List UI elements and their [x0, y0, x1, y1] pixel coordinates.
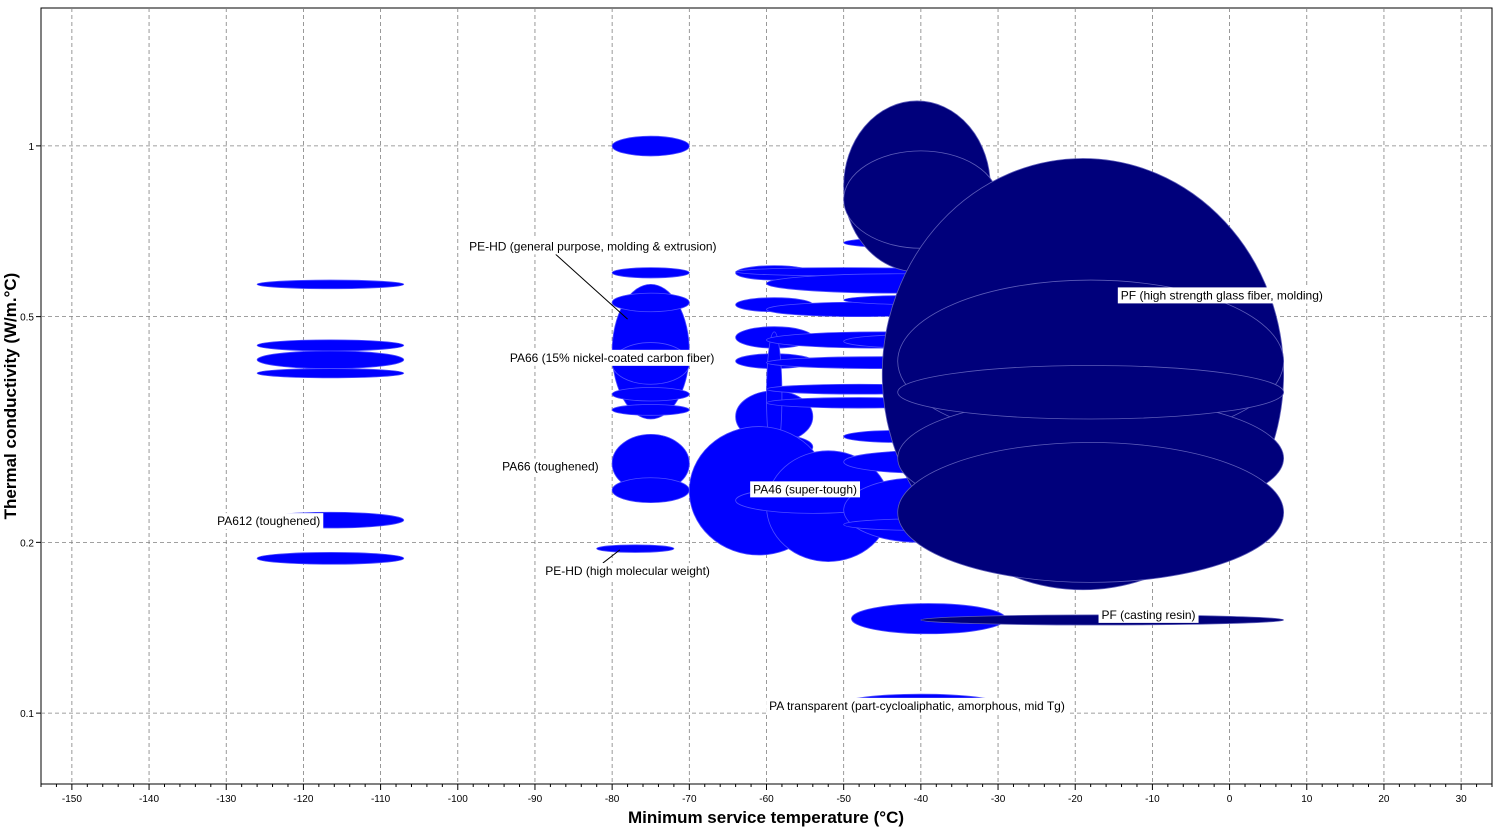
annotation-box — [766, 697, 1068, 714]
x-tick-label: -110 — [371, 794, 391, 805]
material-bubble-9[interactable] — [611, 292, 690, 313]
x-tick-label: -50 — [836, 794, 851, 805]
annotation-0: PE-HD (general purpose, molding & extrus… — [466, 238, 720, 320]
x-tick-label: -20 — [1068, 794, 1083, 805]
annotation-label: PA46 (super-tough) — [753, 482, 857, 496]
x-tick-label: -90 — [528, 794, 543, 805]
annotation-box — [214, 513, 324, 530]
annotation-box — [506, 349, 718, 366]
annotation-3: PA612 (toughened) — [214, 513, 324, 530]
x-tick-label: 20 — [1378, 794, 1390, 805]
annotation-5: PA46 (super-tough) — [750, 481, 861, 498]
annotation-8: PA transparent (part-cycloaliphatic, amo… — [766, 697, 1068, 714]
annotation-label: PE-HD (general purpose, molding & extrus… — [469, 239, 716, 253]
y-tick-label: 0.1 — [20, 709, 34, 720]
y-tick-label: 1 — [28, 142, 34, 153]
annotation-7: PF (casting resin) — [1098, 606, 1199, 623]
x-tick-label: -70 — [682, 794, 697, 805]
annotation-label: PA612 (toughened) — [217, 514, 320, 528]
annotation-leader-line — [602, 549, 621, 564]
x-tick-label: -150 — [62, 794, 82, 805]
material-bubble-7[interactable] — [611, 267, 690, 279]
annotation-box — [1098, 606, 1199, 623]
annotation-label: PA transparent (part-cycloaliphatic, amo… — [769, 699, 1065, 713]
material-bubble-2[interactable] — [256, 350, 405, 369]
annotation-label: PE-HD (high molecular weight) — [545, 564, 710, 578]
y-tick-label: 0.2 — [20, 538, 34, 549]
x-tick-label: -30 — [991, 794, 1006, 805]
material-bubble-11[interactable] — [611, 387, 690, 402]
x-tick-label: -130 — [216, 794, 236, 805]
annotation-layer: PE-HD (general purpose, molding & extrus… — [214, 238, 1326, 714]
annotation-box — [466, 238, 720, 255]
x-tick-label: -10 — [1145, 794, 1160, 805]
x-tick-label: -140 — [139, 794, 159, 805]
annotation-box — [1117, 287, 1326, 304]
material-bubble-6[interactable] — [611, 135, 690, 157]
annotation-label: PF (high strength glass fiber, molding) — [1121, 288, 1323, 302]
annotation-box — [542, 563, 713, 580]
annotation-label: PF (casting resin) — [1102, 608, 1196, 622]
annotation-leader-line — [555, 254, 628, 320]
x-tick-label: -120 — [293, 794, 313, 805]
x-tick-label: -100 — [448, 794, 468, 805]
x-tick-label: -60 — [759, 794, 774, 805]
material-bubble-50[interactable] — [897, 365, 1285, 420]
x-tick-label: 30 — [1456, 794, 1468, 805]
material-bubble-5[interactable] — [256, 552, 405, 565]
annotation-4: PE-HD (high molecular weight) — [542, 549, 713, 580]
annotation-box — [750, 481, 861, 498]
annotation-label: PA66 (15% nickel-coated carbon fiber) — [510, 351, 715, 365]
annotation-box — [499, 458, 602, 475]
y-tick-label: 0.5 — [20, 313, 34, 324]
x-tick-label: -80 — [605, 794, 620, 805]
x-axis-title: Minimum service temperature (°C) — [628, 808, 904, 827]
material-bubble-12[interactable] — [611, 404, 690, 416]
material-bubble-49[interactable] — [897, 442, 1285, 583]
annotation-label: PA66 (toughened) — [502, 460, 599, 474]
annotation-6: PF (high strength glass fiber, molding) — [1117, 287, 1326, 304]
x-tick-label: 10 — [1301, 794, 1313, 805]
x-tick-label: 0 — [1227, 794, 1233, 805]
material-bubble-3[interactable] — [256, 368, 405, 379]
axes: -150 -140 -130 -120 -110 -100 -90 -80 -70 -60 -50-… — [20, 142, 1493, 805]
annotation-2: PA66 (toughened) — [499, 458, 602, 475]
annotation-1: PA66 (15% nickel-coated carbon fiber) — [506, 349, 718, 366]
material-bubble-15[interactable] — [596, 544, 675, 553]
material-bubble-1[interactable] — [256, 339, 405, 352]
y-axis-title: Thermal conductivity (W/m.°C) — [1, 273, 20, 520]
material-bubble-0[interactable] — [256, 279, 405, 290]
x-tick-label: -40 — [914, 794, 929, 805]
material-bubble-14[interactable] — [611, 477, 690, 504]
